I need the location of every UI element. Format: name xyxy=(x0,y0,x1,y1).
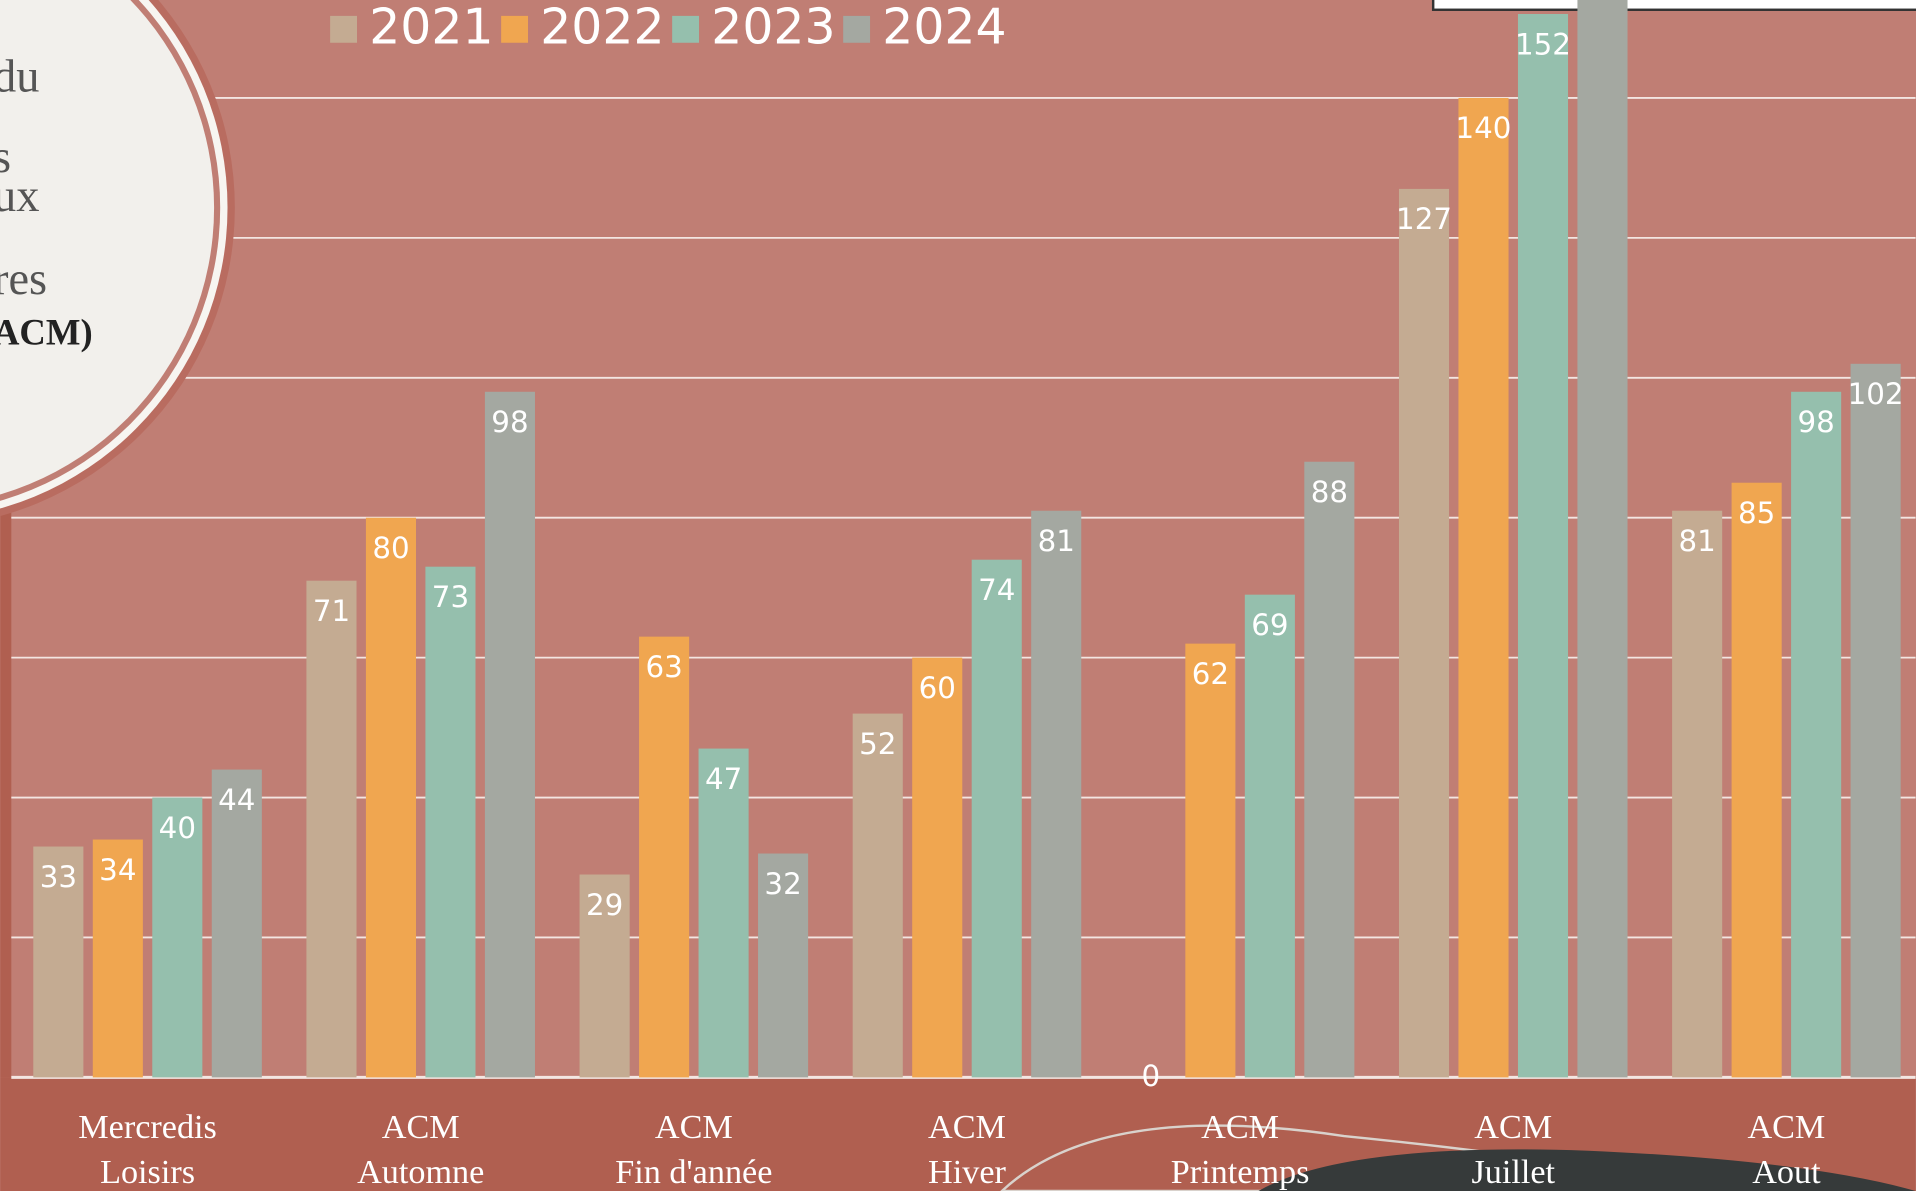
data-label: 98 xyxy=(1797,405,1834,439)
data-label: 88 xyxy=(1311,475,1348,509)
bar xyxy=(1731,482,1782,1078)
bar xyxy=(639,636,690,1078)
x-tick-label: ACM xyxy=(1747,1109,1825,1146)
bar xyxy=(1244,594,1295,1078)
data-label: 69 xyxy=(1251,608,1288,642)
data-label: 62 xyxy=(1192,657,1229,691)
bar xyxy=(425,566,476,1078)
legend-label: 2022 xyxy=(540,0,664,56)
left-strip xyxy=(0,0,12,1078)
bar xyxy=(1850,363,1901,1078)
data-label: 60 xyxy=(919,671,956,705)
data-label: 33 xyxy=(40,860,77,894)
data-label: 71 xyxy=(313,594,350,628)
x-tick-label: Aout xyxy=(1752,1154,1821,1191)
bar xyxy=(484,391,535,1078)
data-label: 34 xyxy=(99,853,136,887)
data-label: 40 xyxy=(159,811,196,845)
x-tick-label: Loisirs xyxy=(100,1154,195,1191)
side-text: res xyxy=(0,254,47,305)
bar xyxy=(698,748,749,1078)
data-label: 160 xyxy=(1575,0,1631,5)
x-tick-label: Printemps xyxy=(1171,1154,1310,1191)
x-tick-label: Juillet xyxy=(1471,1154,1555,1191)
x-tick-label: Mercredis xyxy=(78,1109,217,1146)
legend-swatch xyxy=(330,15,358,43)
legend-label: 2024 xyxy=(882,0,1006,56)
data-label: 52 xyxy=(859,727,896,761)
bar xyxy=(912,657,963,1078)
bar xyxy=(1304,461,1355,1078)
data-label: 44 xyxy=(218,783,255,817)
data-label: 29 xyxy=(586,888,623,922)
data-label: 127 xyxy=(1396,202,1452,236)
side-text: du xyxy=(0,51,39,102)
legend-swatch xyxy=(843,15,871,43)
bar xyxy=(365,517,417,1078)
data-label: 63 xyxy=(645,650,682,684)
data-label: 98 xyxy=(491,405,528,439)
swoosh xyxy=(1258,1149,1916,1191)
legend-label: 2023 xyxy=(711,0,835,56)
data-label: 81 xyxy=(1679,524,1716,558)
bar xyxy=(1672,510,1723,1078)
x-tick-label: Automne xyxy=(357,1154,484,1191)
bar xyxy=(92,839,143,1078)
bar xyxy=(1791,391,1842,1078)
bar xyxy=(1577,0,1628,1078)
x-tick-label: Fin d'année xyxy=(615,1154,772,1191)
stamp-box xyxy=(1431,0,1916,11)
x-tick-label: ACM xyxy=(655,1109,733,1146)
data-label: 85 xyxy=(1738,496,1775,530)
side-text: ux xyxy=(0,171,39,222)
bar xyxy=(1185,643,1236,1078)
legend-swatch xyxy=(672,15,700,43)
x-tick-label: ACM xyxy=(1474,1109,1552,1146)
bar xyxy=(1031,510,1082,1078)
data-label: 47 xyxy=(705,762,742,796)
legend-label: 2021 xyxy=(369,0,493,56)
legend-swatch xyxy=(501,15,529,43)
bar xyxy=(971,559,1022,1078)
data-label: 32 xyxy=(764,867,801,901)
bar xyxy=(1458,97,1509,1078)
data-label: 140 xyxy=(1456,111,1512,145)
bar xyxy=(1517,13,1569,1078)
data-label: 152 xyxy=(1515,27,1571,61)
data-label: 81 xyxy=(1038,524,1075,558)
side-text: s xyxy=(0,132,11,183)
circle xyxy=(0,0,214,495)
x-tick-label: Hiver xyxy=(928,1154,1006,1191)
bar xyxy=(33,846,84,1078)
x-tick-label: ACM xyxy=(928,1109,1006,1146)
bar xyxy=(306,580,357,1078)
side-text: ACM) xyxy=(0,311,93,352)
bar xyxy=(579,874,630,1078)
data-label: 74 xyxy=(978,573,1015,607)
bar xyxy=(152,797,203,1078)
data-label: 73 xyxy=(432,580,469,614)
bar xyxy=(758,853,809,1078)
data-label: 102 xyxy=(1848,377,1904,411)
bar xyxy=(852,713,903,1078)
bar xyxy=(1398,188,1450,1078)
data-label: 0 xyxy=(1142,1059,1161,1093)
x-tick-label: ACM xyxy=(382,1109,460,1146)
side-panel: du sux res ACM) xyxy=(0,0,235,517)
bar xyxy=(211,769,262,1078)
data-label: 80 xyxy=(372,531,409,565)
x-tick-label: ACM xyxy=(1201,1109,1279,1146)
